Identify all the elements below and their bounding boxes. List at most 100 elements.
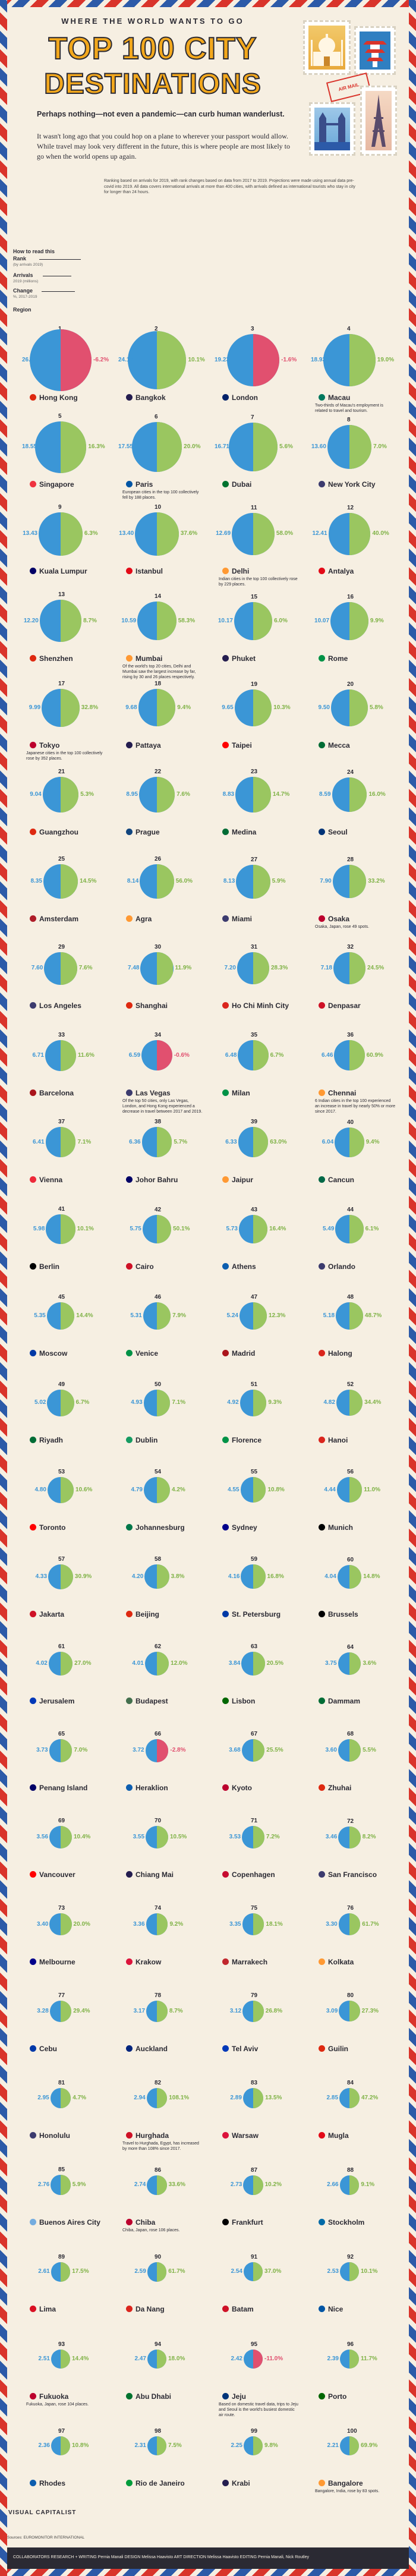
legend-region: Region (13, 307, 31, 313)
city-change-half (349, 1302, 363, 1330)
city-cell: 84 2.85 47.2% Mugla (307, 2064, 399, 2140)
city-arrivals-bubble (237, 952, 269, 985)
city-cell: 74 3.36 9.2% Krakow (114, 1890, 206, 1966)
city-arrivals-bubble (332, 777, 367, 813)
city-change-label: 3.6% (363, 1660, 377, 1667)
city-cell: 9 13.43 6.3% Kuala Lumpur (18, 499, 110, 576)
flag-icon (30, 568, 36, 575)
city-rank: 29 (58, 943, 65, 950)
city-arrivals-bubble (238, 1127, 269, 1158)
city-name-text: Krabi (232, 2479, 250, 2487)
flag-icon (222, 2306, 229, 2313)
city-cell: 70 3.55 10.5% Chiang Mai (114, 1803, 206, 1879)
city-name-text: Jakarta (39, 1610, 65, 1618)
city-name-text: Rio de Janeiro (135, 2479, 185, 2487)
city-name: Krakow (126, 1958, 161, 1966)
city-arrivals-bubble (49, 2000, 72, 2022)
city-name: Chiba (126, 2218, 155, 2227)
annotation-note: Of the top 50 cities, only Las Vegas, Lo… (122, 1098, 203, 1114)
city-rank: 87 (251, 2166, 258, 2174)
city-name-text: Shenzhen (39, 654, 73, 663)
city-change-label: 58.0% (276, 530, 294, 537)
city-name: Da Nang (126, 2305, 165, 2313)
city-name-text: Taipei (232, 741, 252, 750)
city-rank: 74 (155, 1905, 162, 1912)
city-arrivals-bubble (241, 1652, 265, 1676)
city-cell: 34 6.59 -0.6% Las Vegas (114, 1021, 206, 1097)
city-change-half (157, 2349, 166, 2369)
city-rank: 70 (155, 1818, 162, 1825)
city-arrivals-label: 3.09 (326, 2007, 338, 2014)
flag-icon (126, 1263, 133, 1270)
city-change-label: -2.8% (170, 1747, 186, 1754)
city-arrivals-bubble (141, 1040, 172, 1071)
city-arrivals-label: 3.84 (228, 1660, 241, 1667)
city-change-half (156, 689, 176, 727)
city-arrivals-label: 2.21 (327, 2442, 339, 2449)
city-arrivals-bubble (45, 1040, 77, 1071)
city-name: Vancouver (30, 1870, 75, 1879)
city-name-text: Johannesburg (135, 1523, 185, 1532)
city-rank: 37 (58, 1119, 65, 1126)
flag-icon (30, 394, 36, 401)
city-cell: 91 2.54 37.0% Batam (210, 2237, 302, 2313)
city-change-half (253, 1826, 264, 1849)
flag-icon (319, 1784, 325, 1791)
city-change-label: 24.5% (367, 965, 385, 972)
city-arrivals-label: 16.71 (214, 443, 229, 451)
city-change-label: 7.1% (172, 1399, 186, 1406)
city-change-label: 50.1% (173, 1226, 190, 1232)
city-change-half (61, 2349, 70, 2369)
city-arrivals-bubble (240, 1477, 266, 1503)
city-name-text: Chiang Mai (135, 1870, 174, 1879)
pagoda-icon (363, 41, 387, 67)
flag-icon (319, 2479, 325, 2486)
city-arrivals-label: 3.75 (325, 1660, 337, 1667)
city-cell: 44 5.49 6.1% Orlando (307, 1195, 399, 1271)
city-cell: 52 4.82 34.4% Hanoi (307, 1368, 399, 1444)
city-name-text: Stockholm (328, 2218, 365, 2227)
city-rank: 32 (347, 944, 354, 951)
city-cell: 97 2.36 10.8% Rhodes (18, 2411, 110, 2487)
city-name: Paris (126, 480, 153, 489)
city-name: Vienna (30, 1176, 62, 1184)
city-arrivals-bubble (234, 602, 273, 640)
city-arrivals-bubble (145, 1739, 169, 1762)
city-name: Johannesburg (126, 1523, 185, 1532)
city-change-half (60, 1214, 75, 1244)
city-arrivals-label: 2.53 (327, 2268, 339, 2275)
city-change-half (349, 1040, 365, 1071)
city-cell: 80 3.09 27.3% Guilin (307, 1977, 399, 2053)
city-change-half (156, 2000, 168, 2022)
city-name-text: Guangzhou (39, 828, 78, 836)
city-change-half (60, 1651, 73, 1676)
city-change-label: 10.6% (75, 1486, 93, 1493)
city-change-half (253, 2175, 263, 2195)
city-arrivals-bubble (235, 777, 271, 813)
flag-icon (319, 1871, 325, 1878)
city-arrivals-label: 6.48 (225, 1051, 237, 1059)
city-change-label: 9.8% (264, 2442, 278, 2449)
city-arrivals-bubble (49, 1739, 73, 1762)
city-arrivals-bubble (323, 334, 376, 386)
city-change-label: 10.1% (361, 2268, 378, 2275)
legend-arrivals-sub: 2019 (millions) (13, 279, 39, 284)
city-name-text: Bangalore (328, 2479, 363, 2487)
city-name: Singapore (30, 480, 74, 489)
city-arrivals-bubble (330, 689, 368, 726)
city-rank: 19 (251, 681, 258, 688)
city-name: Beijing (126, 1610, 159, 1618)
flag-icon (30, 2392, 36, 2399)
city-name-text: Istanbul (135, 567, 163, 576)
city-name: Mugla (319, 2131, 349, 2140)
city-name-text: Osaka (328, 915, 350, 924)
flag-icon (30, 1263, 36, 1270)
page-title-line1: TOP 100 CITY (48, 31, 257, 67)
city-cell: 21 9.04 5.3% Guangzhou (18, 760, 110, 836)
city-name: Fukuoka (30, 2392, 68, 2401)
city-arrivals-label: 3.28 (37, 2007, 49, 2014)
city-arrivals-label: 13.43 (23, 530, 38, 537)
city-name-text: Cairo (135, 1262, 154, 1271)
city-arrivals-bubble (51, 2175, 71, 2195)
annotation-note: Fukuoka, Japan, rose 104 places. (26, 2402, 89, 2407)
